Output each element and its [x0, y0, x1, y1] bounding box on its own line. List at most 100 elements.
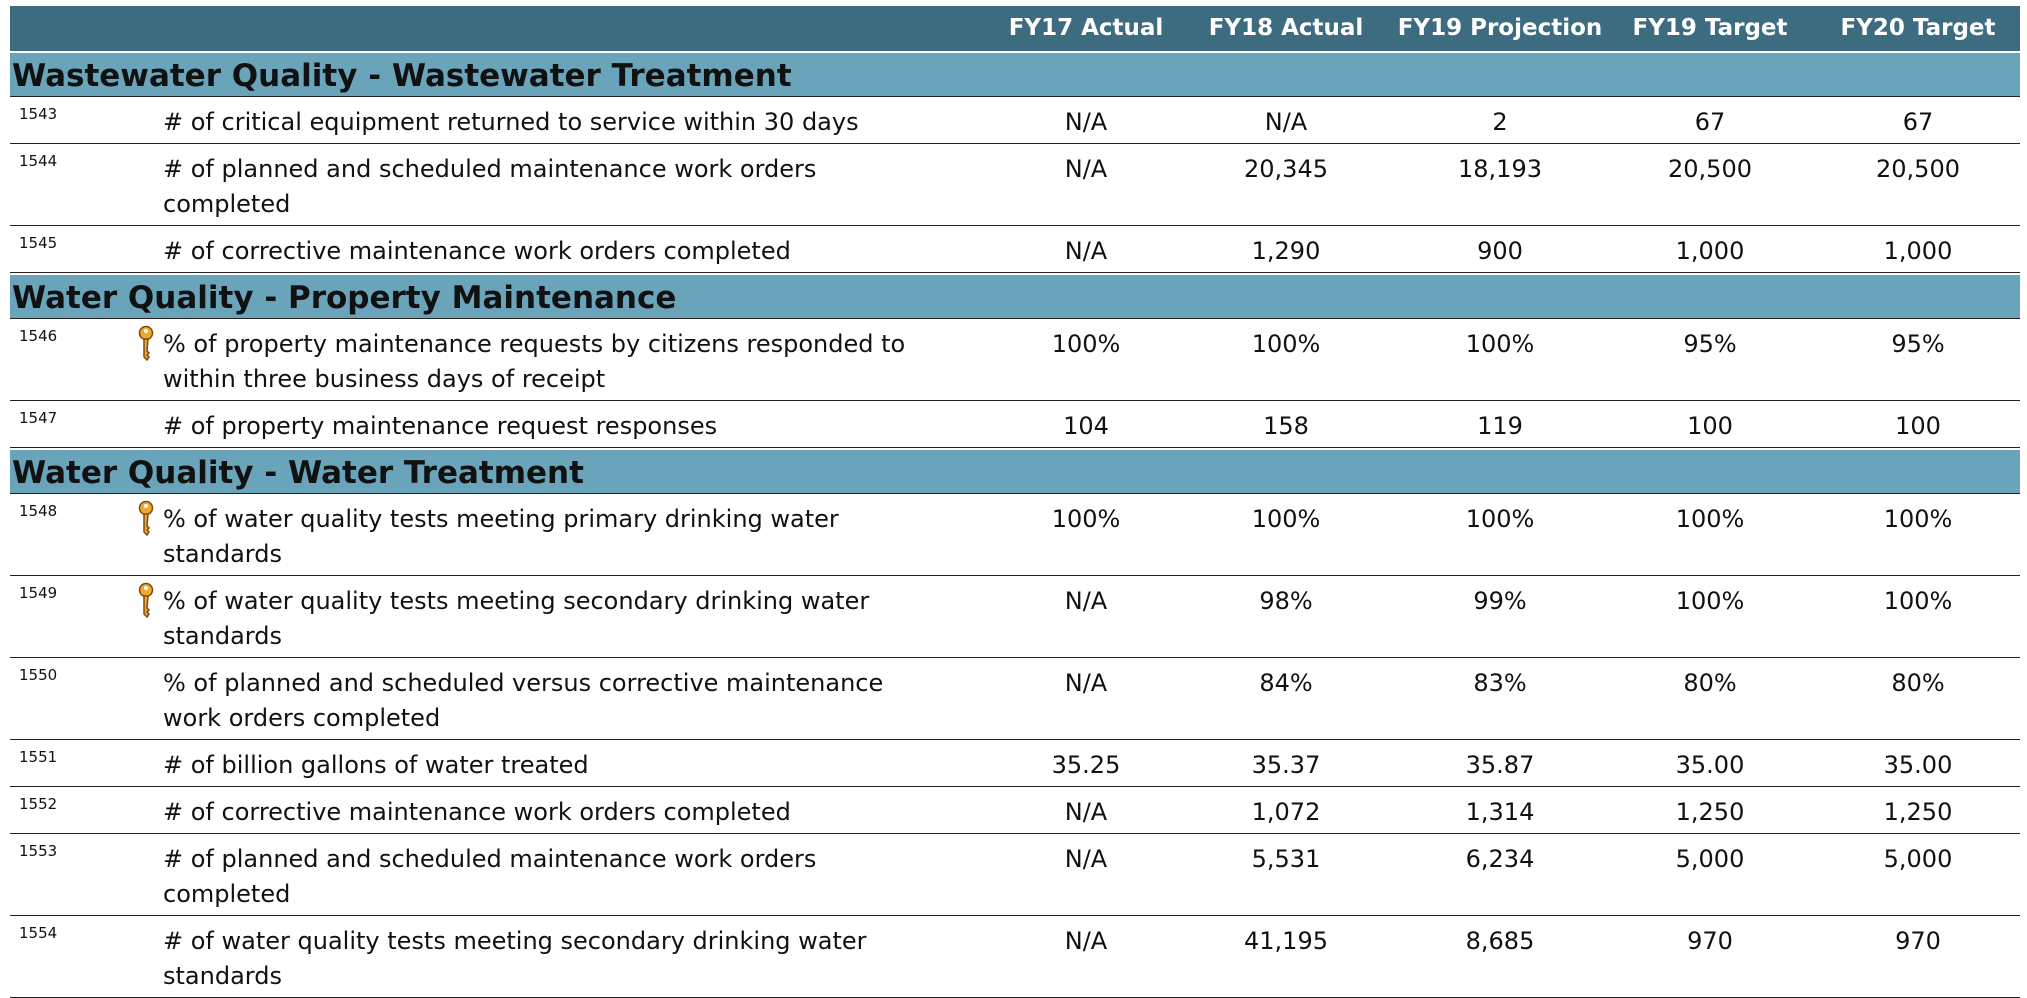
data-row: 1546 % of property maintenance requests b… — [10, 319, 2020, 401]
row-value: 1,072 — [1251, 798, 1321, 826]
row-id: 1545 — [19, 234, 58, 252]
header-row: FY17 Actual FY18 Actual FY19 Projection FY1… — [10, 6, 2020, 51]
row-value: 1,000 — [1675, 237, 1745, 265]
row-value: 18,193 — [1458, 155, 1542, 183]
row-value: 41,195 — [1244, 927, 1328, 955]
row-value: 20,500 — [1668, 155, 1752, 183]
row-label: # of planned and scheduled maintenance w… — [163, 845, 817, 908]
row-value: 100 — [1687, 412, 1733, 440]
row-id: 1552 — [19, 795, 58, 813]
data-row: 1548 % of water quality tests meeting pri… — [10, 494, 2020, 576]
data-row: 1544 # of planned and scheduled maintenan… — [10, 144, 2020, 226]
key-icon — [138, 325, 154, 362]
key-marker — [134, 325, 158, 367]
row-value: 20,500 — [1876, 155, 1960, 183]
row-value: 158 — [1263, 412, 1309, 440]
row-label: # of corrective maintenance work orders … — [163, 237, 791, 265]
key-marker — [134, 582, 158, 624]
row-value: 2 — [1492, 108, 1508, 136]
data-row: 1551 # of billion gallons of water treate… — [10, 740, 2020, 787]
row-value: 970 — [1687, 927, 1733, 955]
row-value: 35.37 — [1251, 751, 1321, 779]
row-value: 35.25 — [1051, 751, 1121, 779]
data-row: 1554 # of water quality tests meeting sec… — [10, 916, 2020, 998]
row-id: 1544 — [19, 152, 58, 170]
row-value: N/A — [1064, 669, 1108, 697]
row-id: 1553 — [19, 842, 58, 860]
row-value: 100% — [1883, 587, 1953, 615]
row-value: 970 — [1895, 927, 1941, 955]
row-value: 100% — [1465, 505, 1535, 533]
row-value: 83% — [1473, 669, 1527, 697]
column-header: FY19 Target — [1632, 15, 1788, 41]
row-value: N/A — [1264, 108, 1308, 136]
row-value: 84% — [1259, 669, 1313, 697]
key-icon — [138, 500, 154, 537]
row-value: 5,000 — [1883, 845, 1953, 873]
key-marker — [134, 500, 158, 542]
row-label: # of critical equipment returned to serv… — [163, 108, 859, 136]
row-label: % of planned and scheduled versus correc… — [163, 669, 884, 732]
row-label: % of water quality tests meeting primary… — [163, 505, 839, 568]
column-header: FY17 Actual — [1008, 15, 1164, 41]
column-header: FY18 Actual — [1208, 15, 1364, 41]
page: FY17 Actual FY18 Actual FY19 Projection FY1… — [10, 6, 2020, 998]
data-row: 1550 % of planned and scheduled versus co… — [10, 658, 2020, 740]
table: FY17 Actual FY18 Actual FY19 Projection FY1… — [10, 6, 2020, 998]
row-value: 119 — [1477, 412, 1523, 440]
row-value: 100% — [1883, 505, 1953, 533]
row-value: 100% — [1465, 330, 1535, 358]
column-header: FY20 Target — [1840, 15, 1996, 41]
data-row: 1543 # of critical equipment returned to … — [10, 97, 2020, 144]
row-value: N/A — [1064, 587, 1108, 615]
row-value: 100% — [1051, 330, 1121, 358]
row-id: 1548 — [19, 502, 58, 520]
row-id: 1549 — [19, 584, 58, 602]
row-value: 80% — [1891, 669, 1945, 697]
row-value: N/A — [1064, 927, 1108, 955]
row-label: # of property maintenance request respon… — [163, 412, 718, 440]
row-id: 1547 — [19, 409, 58, 427]
data-row: 1549 % of water quality tests meeting sec… — [10, 576, 2020, 658]
row-value: N/A — [1064, 845, 1108, 873]
row-value: N/A — [1064, 155, 1108, 183]
row-value: 67 — [1694, 108, 1726, 136]
row-value: 104 — [1063, 412, 1109, 440]
row-value: 35.00 — [1675, 751, 1745, 779]
data-row: 1547 # of property maintenance request re… — [10, 401, 2020, 448]
row-value: 1,290 — [1251, 237, 1321, 265]
row-value: 5,000 — [1675, 845, 1745, 873]
row-id: 1543 — [19, 105, 58, 123]
row-value: 100 — [1895, 412, 1941, 440]
data-row: 1545 # of corrective maintenance work ord… — [10, 226, 2020, 273]
row-value: 95% — [1891, 330, 1945, 358]
row-id: 1551 — [19, 748, 58, 766]
row-value: 1,000 — [1883, 237, 1953, 265]
column-header: FY19 Projection — [1397, 15, 1603, 41]
row-id: 1550 — [19, 666, 58, 684]
row-value: 1,250 — [1883, 798, 1953, 826]
row-value: 5,531 — [1251, 845, 1321, 873]
row-value: 67 — [1902, 108, 1934, 136]
section-title: Water Quality - Property Maintenance — [10, 273, 2020, 319]
row-id: 1546 — [19, 327, 58, 345]
section-title: Wastewater Quality - Wastewater Treatmen… — [10, 51, 2020, 97]
row-value: 1,250 — [1675, 798, 1745, 826]
row-value: 100% — [1675, 587, 1745, 615]
row-label: # of corrective maintenance work orders … — [163, 798, 791, 826]
row-value: 6,234 — [1465, 845, 1535, 873]
row-value: 35.87 — [1465, 751, 1535, 779]
row-label: % of property maintenance requests by ci… — [163, 330, 906, 393]
row-label: % of water quality tests meeting seconda… — [163, 587, 870, 650]
row-value: 98% — [1259, 587, 1313, 615]
row-value: 99% — [1473, 587, 1527, 615]
row-value: N/A — [1064, 108, 1108, 136]
row-label: # of billion gallons of water treated — [163, 751, 589, 779]
key-icon — [138, 582, 154, 619]
row-value: 100% — [1251, 330, 1321, 358]
row-value: 80% — [1683, 669, 1737, 697]
section-title: Water Quality - Water Treatment — [10, 448, 2020, 494]
row-value: 900 — [1477, 237, 1523, 265]
row-value: N/A — [1064, 237, 1108, 265]
row-value: 100% — [1675, 505, 1745, 533]
